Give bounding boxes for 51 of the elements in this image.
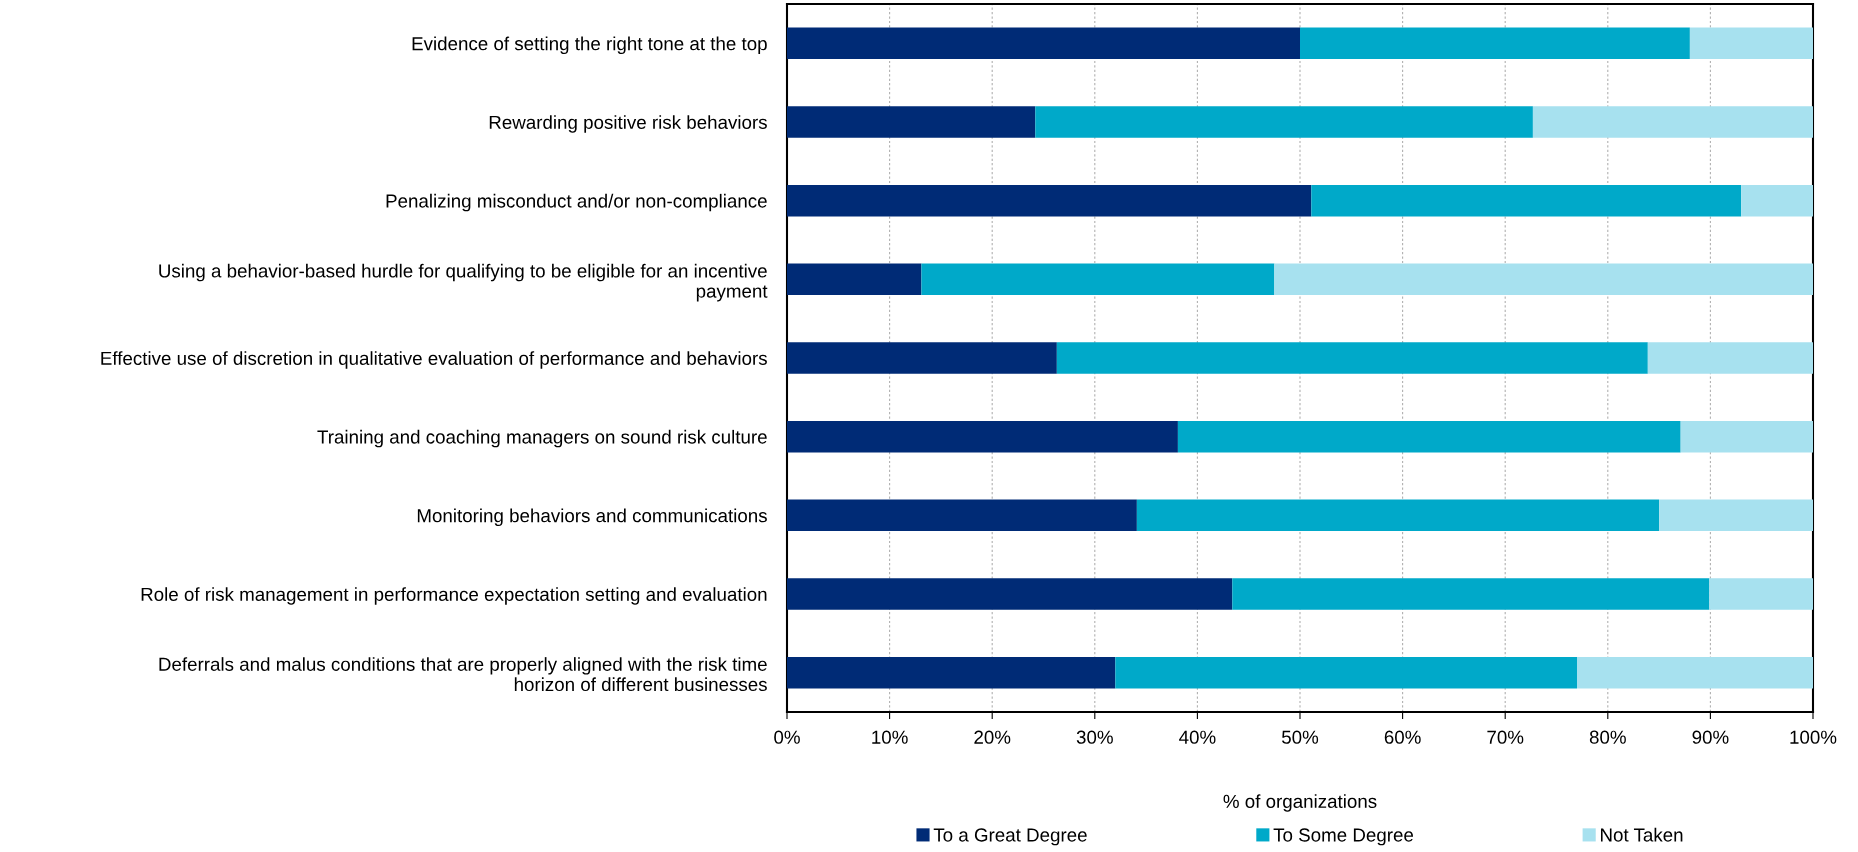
bar (1659, 499, 1813, 532)
y-tick-label: Rewarding positive risk behaviors (489, 115, 767, 133)
bar (921, 263, 1275, 296)
bar (787, 106, 1036, 138)
x-axis-title: % of organizations (1223, 794, 1377, 812)
bar (787, 263, 922, 296)
bar (1300, 27, 1690, 60)
bar (1532, 106, 1813, 138)
bar (1680, 420, 1813, 453)
x-tick-label: 90% (1692, 730, 1729, 744)
legend-label: To a Great Degree (933, 828, 1087, 846)
bar (787, 27, 1300, 60)
y-tick-label: Role of risk management in performance expectation setting and evaluation (141, 587, 767, 605)
y-tick-label: Monitoring behaviors and communications (417, 508, 767, 527)
bar (1577, 656, 1813, 689)
bar (1647, 342, 1813, 374)
bar (787, 578, 1233, 610)
bar (1177, 420, 1681, 453)
bar (787, 184, 1312, 217)
x-tick-label: 60% (1384, 730, 1421, 744)
bar (1056, 342, 1648, 374)
x-tick-label: 80% (1589, 730, 1626, 744)
y-tick-label: Evidence of setting the right tone at the top (412, 36, 767, 55)
legend-label: To Some Degree (1273, 828, 1414, 846)
x-tick-label: 20% (974, 730, 1011, 744)
bar (1136, 499, 1660, 532)
y-tick-label: Penalizing misconduct and/or non-compliance (386, 193, 767, 212)
y-tick-label: Training and coaching managers on sound risk culture (317, 429, 767, 448)
bar (1741, 184, 1813, 217)
x-tick-label: 10% (872, 730, 908, 744)
bar (787, 342, 1057, 374)
bar (787, 420, 1178, 453)
x-tick-label: 30% (1076, 730, 1113, 744)
x-tick-label: 40% (1179, 730, 1216, 744)
bar (1115, 656, 1578, 689)
legend-label: Not Taken (1601, 827, 1683, 842)
x-tick-label: 50% (1281, 730, 1319, 744)
bar (1311, 184, 1742, 217)
bar (1274, 263, 1813, 296)
y-tick-label: Deferrals and malus conditions that are properly aligned with the risk time horizon of different businesses (159, 657, 767, 692)
y-tick-label: Effective use of discretion in qualitative evaluation of performance and behaviors (101, 351, 767, 369)
bar (1709, 578, 1813, 610)
bar (1689, 27, 1813, 60)
bar (1232, 578, 1710, 610)
x-tick-label: 70% (1487, 730, 1524, 744)
bar (787, 499, 1137, 532)
y-tick-label: Using a behavior-based hurdle for qualifying to be eligible for an incentive payment (159, 263, 768, 302)
bar (787, 656, 1116, 689)
bar (1035, 106, 1533, 138)
x-tick-label: 100% (1790, 730, 1837, 744)
x-tick-label: 0% (774, 730, 800, 744)
